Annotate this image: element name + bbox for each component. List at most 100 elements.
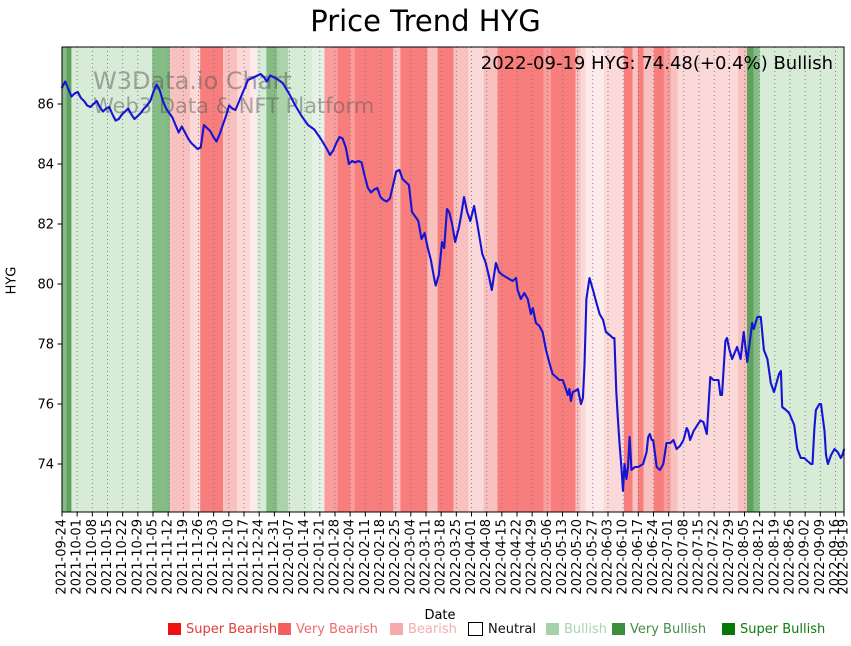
x-tick-label: 2022-03-11: [418, 519, 433, 595]
x-tick-label: 2021-12-31: [267, 519, 282, 595]
legend-label: Super Bullish: [740, 621, 826, 637]
y-tick-label: 82: [37, 218, 54, 233]
x-tick-label: 2022-07-29: [722, 519, 737, 595]
legend-item-neutral: Neutral: [468, 620, 536, 638]
legend-label: Super Bearish: [186, 621, 278, 637]
sentiment-band-r2: [190, 47, 201, 512]
x-tick-label: 2022-03-25: [449, 519, 464, 595]
sentiment-legend: Super Bearish Very Bearish Bearish Neutral B…: [0, 620, 851, 640]
x-tick-label: 2022-02-25: [388, 519, 403, 595]
x-tick-label: 2021-12-17: [236, 519, 251, 595]
x-tick-label: 2021-10-22: [115, 519, 130, 595]
legend-item-super-bullish: Super Bullish: [722, 620, 825, 638]
watermark-line2: Web3 Data & NFT Platform: [93, 94, 374, 118]
y-axis-label: HYG: [4, 266, 20, 295]
x-tick-label: 2022-05-20: [570, 519, 585, 595]
x-axis-label: Date: [424, 608, 456, 623]
sentiment-band-r3: [393, 47, 401, 512]
legend-swatch-icon: [722, 623, 735, 635]
y-tick-label: 80: [37, 278, 54, 293]
x-tick-label: 2021-10-01: [70, 519, 85, 595]
legend-item-bearish: Bearish: [390, 620, 457, 638]
x-tick-label: 2022-05-27: [585, 519, 600, 595]
x-tick-label: 2022-06-17: [631, 519, 646, 595]
y-tick-label: 76: [37, 398, 54, 413]
x-tick-label: 2022-02-18: [373, 519, 388, 595]
sentiment-band-r1: [585, 47, 604, 512]
x-tick-label: 2022-04-01: [464, 519, 479, 595]
plot-border: [61, 46, 845, 513]
sentiment-band-g4: [266, 47, 278, 512]
legend-swatch-icon: [546, 623, 559, 635]
sentiment-band-g2: [759, 47, 844, 512]
sentiment-band-g2: [257, 47, 267, 512]
x-tick-label: 2021-12-10: [221, 519, 236, 595]
x-tick-label: 2022-01-14: [297, 519, 312, 595]
sentiment-band-g4: [753, 47, 760, 512]
x-tick-label: 2022-06-03: [600, 519, 615, 595]
sentiment-band-r2: [468, 47, 484, 512]
sentiment-band-g2: [288, 47, 313, 512]
legend-swatch-icon: [612, 623, 625, 635]
x-tick-label: 2022-08-12: [752, 519, 767, 595]
y-tick-label: 84: [37, 158, 54, 173]
x-tick-label: 2022-06-24: [646, 519, 661, 595]
sentiment-band-r3: [427, 47, 438, 512]
x-tick-label: 2022-08-26: [782, 519, 797, 595]
sentiment-band-r3: [738, 47, 747, 512]
x-tick-label: 2022-09-16: [828, 519, 843, 595]
x-tick-label: 2022-07-15: [691, 519, 706, 595]
sentiment-band-r5: [354, 47, 394, 512]
sentiment-band-r5: [550, 47, 576, 512]
x-tick-label: 2022-04-08: [479, 519, 494, 595]
x-tick-label: 2022-02-04: [343, 519, 358, 595]
x-tick-label: 2022-09-09: [813, 519, 828, 595]
x-tick-label: 2021-11-19: [176, 519, 191, 595]
legend-swatch-icon: [390, 623, 403, 635]
last-price-annotation: 2022-09-19 HYG: 74.48(+0.4%) Bullish: [480, 53, 833, 74]
x-tick-label: 2022-02-11: [358, 519, 373, 595]
sentiment-band-r2: [677, 47, 739, 512]
x-tick-label: 2021-09-24: [55, 519, 70, 595]
watermark-line1: W3Data.io Chart: [93, 67, 292, 95]
y-tick-label: 74: [37, 458, 54, 473]
legend-item-very-bearish: Very Bearish: [278, 620, 378, 638]
legend-swatch-icon: [278, 623, 291, 635]
sentiment-band-r3: [632, 47, 638, 512]
sentiment-band-r5: [497, 47, 544, 512]
sentiment-band-r3: [670, 47, 678, 512]
sentiment-band-r5: [437, 47, 454, 512]
legend-item-bullish: Bullish: [546, 620, 607, 638]
sentiment-band-r3: [643, 47, 654, 512]
x-tick-label: 2022-08-05: [737, 519, 752, 595]
x-tick-label: 2021-11-26: [191, 519, 206, 595]
sentiment-band-r3: [170, 47, 191, 512]
x-tick-label: 2022-09-19: [837, 519, 851, 595]
sentiment-band-g2: [71, 47, 153, 512]
sentiment-band-g5: [746, 47, 754, 512]
sentiment-band-r1: [250, 47, 258, 512]
legend-label: Very Bullish: [630, 621, 707, 637]
legend-swatch-icon: [168, 623, 181, 635]
legend-item-super-bearish: Super Bearish: [168, 620, 277, 638]
sentiment-band-g3: [277, 47, 289, 512]
x-tick-label: 2022-05-13: [555, 519, 570, 595]
sentiment-band-g4: [62, 47, 67, 512]
legend-label: Bearish: [408, 621, 457, 637]
sentiment-band-r4: [350, 47, 355, 512]
legend-label: Very Bearish: [296, 621, 378, 637]
y-tick-label: 78: [37, 338, 54, 353]
page-title: Price Trend HYG: [310, 4, 541, 38]
sentiment-band-r2: [580, 47, 586, 512]
sentiment-band-r2: [603, 47, 624, 512]
x-tick-label: 2022-04-29: [525, 519, 540, 595]
sentiment-band-r5: [637, 47, 644, 512]
x-tick-label: 2022-01-21: [312, 519, 327, 595]
x-tick-label: 2021-11-12: [161, 519, 176, 595]
x-tick-label: 2022-08-19: [767, 519, 782, 595]
sentiment-band-g5: [66, 47, 72, 512]
sentiment-band-r5: [200, 47, 224, 512]
x-tick-label: 2021-11-05: [145, 519, 160, 595]
